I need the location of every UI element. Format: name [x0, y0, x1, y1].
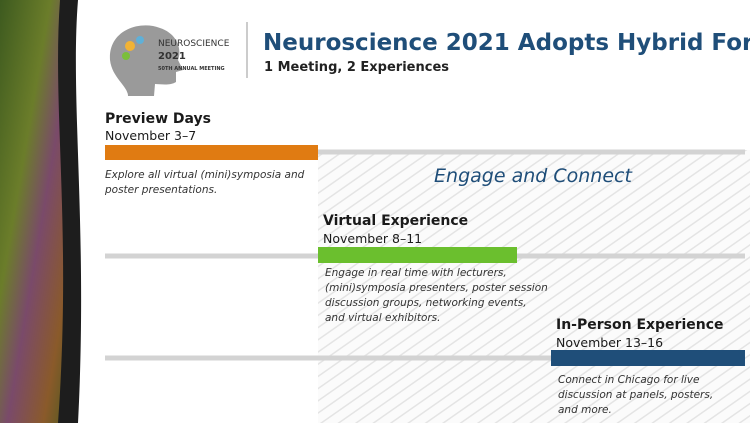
tissue-image — [0, 0, 73, 423]
phase-dates: November 8–11 — [323, 231, 422, 246]
phase-dates: November 13–16 — [556, 335, 663, 350]
phase-bar — [105, 145, 318, 160]
title: Neuroscience 2021 Adopts Hybrid Format — [263, 30, 750, 56]
logo-dot — [136, 36, 144, 44]
phase-title: In-Person Experience — [556, 317, 724, 333]
phase-bar — [551, 350, 745, 366]
logo-dot — [125, 41, 135, 51]
logo: NEUROSCIENCE 2021 50TH ANNUAL MEETING — [109, 25, 230, 96]
phase-description: (mini)symposia presenters, poster sessio… — [325, 282, 548, 294]
phase-title: Virtual Experience — [323, 213, 468, 229]
phase-description: Connect in Chicago for live — [558, 374, 699, 386]
phase-description: discussion at panels, posters, — [558, 389, 713, 401]
descriptions: Explore all virtual (mini)symposia and po… — [104, 169, 713, 416]
phase-title: Preview Days — [105, 111, 211, 127]
logo-dot — [122, 52, 130, 60]
logo-tagline: 50TH ANNUAL MEETING — [158, 66, 225, 72]
subtitle: 1 Meeting, 2 Experiences — [264, 60, 449, 75]
phase-description: and more. — [558, 404, 612, 416]
phase-description: and virtual exhibitors. — [325, 312, 441, 324]
phase-description: discussion groups, networking events, — [325, 297, 527, 309]
logo-name: NEUROSCIENCE — [158, 39, 230, 49]
phase-dates: November 3–7 — [105, 128, 196, 143]
phase-description: Explore all virtual (mini)symposia and — [105, 169, 305, 181]
tissue-edge — [58, 0, 82, 423]
banner: Engage and Connect — [434, 165, 633, 187]
phase-description: Engage in real time with lecturers, — [325, 267, 507, 279]
hatched-area — [318, 150, 750, 423]
phase-description: poster presentations. — [104, 184, 217, 196]
phase-bar — [318, 247, 517, 263]
logo-year: 2021 — [158, 51, 186, 62]
